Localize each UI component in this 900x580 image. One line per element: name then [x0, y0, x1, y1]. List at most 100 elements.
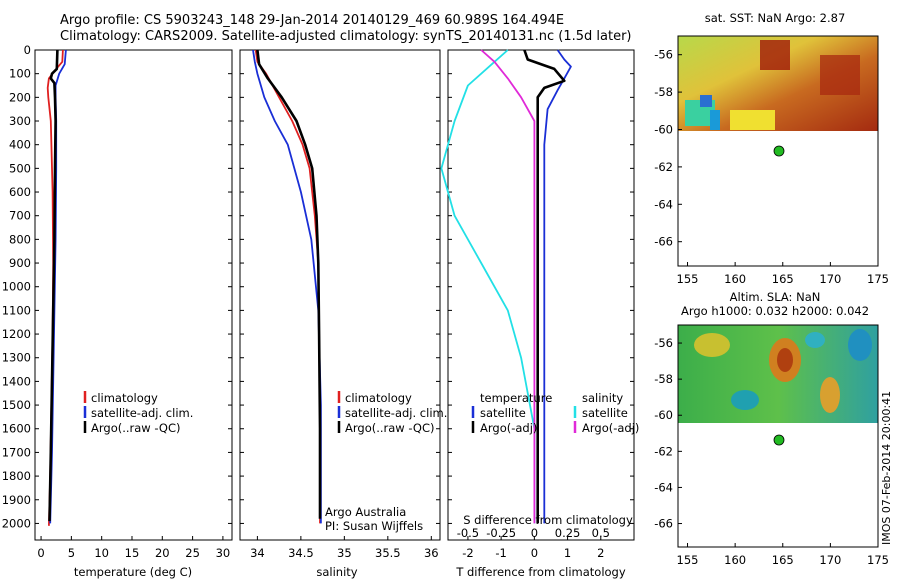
- y-tick-label: -58: [654, 372, 673, 386]
- x-tick-label: 160: [724, 553, 746, 567]
- x-tick-label: 0: [531, 546, 538, 560]
- y-tick-label: 1100: [2, 303, 31, 317]
- difference-legend: temperature satellite Argo(-adj) salinit…: [471, 391, 639, 435]
- y-tick-label: 1200: [2, 327, 31, 341]
- sla-map-subtitle: Argo h1000: 0.032 h2000: 0.042: [681, 304, 869, 318]
- legend-label-climatology: climatology: [345, 391, 412, 405]
- temperature-plot: 0100200300400500600700800900100011001200…: [2, 43, 232, 560]
- series-line-argo: [256, 49, 322, 519]
- sla-map: [677, 324, 879, 548]
- y-tick-label: 1300: [2, 351, 31, 365]
- sla-high-anomaly: [694, 333, 730, 357]
- sst-patch-mid: [730, 110, 775, 130]
- x-tick-label: 20: [155, 546, 170, 560]
- sla-high-core: [777, 348, 793, 372]
- x-tick-label: 175: [867, 553, 889, 567]
- x-top-tick-label: 0.5: [592, 526, 610, 540]
- temperature-xlabel: temperature (deg C): [74, 565, 192, 579]
- temperature-legend: climatology satellite-adj. clim. Argo(..…: [83, 391, 193, 435]
- temperature-axes-frame: [34, 49, 233, 541]
- x-tick-label: 35: [337, 546, 352, 560]
- sla-low-anomaly: [805, 332, 825, 348]
- x-tick-label: 160: [724, 272, 746, 286]
- y-tick-label: 200: [9, 90, 31, 104]
- x-tick-label: 175: [867, 272, 889, 286]
- difference-axes-frame: [447, 49, 635, 541]
- sst-map: [677, 35, 879, 267]
- series-line-s_satellite: [440, 49, 536, 524]
- y-tick-label: 800: [9, 232, 31, 246]
- sst-patch-warm: [760, 40, 790, 70]
- salinity-annotation-pi: PI: Susan Wijffels: [325, 519, 423, 533]
- y-tick-label: -64: [654, 197, 673, 211]
- x-tick-label: 155: [677, 272, 699, 286]
- sla-low-anomaly: [731, 390, 759, 410]
- salinity-xlabel: salinity: [316, 565, 357, 579]
- x-tick-label: -2: [462, 546, 473, 560]
- y-tick-label: -56: [654, 336, 673, 350]
- series-line-satellite: [252, 49, 322, 524]
- y-tick-label: 1600: [2, 422, 31, 436]
- y-tick-label: 500: [9, 161, 31, 175]
- x-tick-label: 25: [185, 546, 200, 560]
- x-tick-label: 10: [94, 546, 109, 560]
- x-tick-label: 34.5: [288, 546, 314, 560]
- header-line-1: Argo profile: CS 5903243_148 29-Jan-2014…: [60, 13, 564, 28]
- legend-label-t-satellite: satellite: [480, 406, 526, 420]
- legend-label-satellite: satellite-adj. clim.: [345, 406, 447, 420]
- legend-label-s-satellite: satellite: [582, 406, 628, 420]
- y-tick-label: 1000: [2, 280, 31, 294]
- sla-map-title: Altim. SLA: NaN: [730, 290, 821, 304]
- sla-map-ticks: 155 160 165 170 175 -56 -58 -60 -62 -64 -66: [654, 336, 889, 567]
- x-tick-label: 170: [819, 553, 841, 567]
- legend-label-argo: Argo(..raw -QC): [91, 421, 181, 435]
- x-tick-label: 165: [772, 272, 794, 286]
- y-tick-label: -60: [654, 122, 673, 136]
- sla-map-frame: [677, 324, 879, 548]
- x-tick-label: 2: [597, 546, 604, 560]
- x-tick-label: 5: [68, 546, 75, 560]
- y-tick-label: 0: [24, 43, 31, 57]
- legend-title-temperature: temperature: [480, 391, 552, 405]
- x-tick-label: 35.5: [375, 546, 401, 560]
- y-tick-label: 1400: [2, 374, 31, 388]
- y-tick-label: -60: [654, 408, 673, 422]
- difference-plot: -2 -1 0 1 2 -0.5 -0.25 0 0.25 0.5: [440, 49, 634, 560]
- header-line-2: Climatology: CARS2009. Satellite-adjuste…: [60, 29, 632, 44]
- x-top-tick-label: 0.25: [555, 526, 581, 540]
- x-tick-label: 36: [424, 546, 439, 560]
- y-tick-label: -66: [654, 235, 673, 249]
- legend-label-s-argo: Argo(-adj): [582, 421, 639, 435]
- y-tick-label: 100: [9, 67, 31, 81]
- legend-label-t-argo: Argo(-adj): [480, 421, 537, 435]
- x-tick-label: 170: [819, 272, 841, 286]
- y-tick-label: 2000: [2, 516, 31, 530]
- series-line-satellite: [543, 49, 572, 524]
- y-tick-label: 1500: [2, 398, 31, 412]
- y-tick-label: 1900: [2, 493, 31, 507]
- y-tick-label: 900: [9, 256, 31, 270]
- sla-high-anomaly: [820, 377, 840, 413]
- y-tick-label: -56: [654, 48, 673, 62]
- y-tick-label: 300: [9, 114, 31, 128]
- salinity-annotation-institution: Argo Australia: [325, 505, 406, 519]
- y-tick-label: -66: [654, 517, 673, 531]
- x-top-tick-label: -0.5: [457, 526, 479, 540]
- sst-patch-warm: [820, 55, 860, 95]
- legend-title-salinity: salinity: [582, 391, 623, 405]
- x-tick-label: 30: [216, 546, 231, 560]
- legend-label-climatology: climatology: [91, 391, 158, 405]
- x-tick-label: 34: [250, 546, 265, 560]
- difference-top-label: S difference from climatology: [463, 513, 633, 527]
- series-line-s_argo: [480, 49, 536, 524]
- x-tick-label: 155: [677, 553, 699, 567]
- y-tick-label: 1700: [2, 445, 31, 459]
- x-tick-label: -1: [495, 546, 506, 560]
- sst-float-marker: [773, 145, 785, 157]
- sst-map-title: sat. SST: NaN Argo: 2.87: [705, 11, 846, 25]
- y-tick-label: 400: [9, 138, 31, 152]
- x-tick-label: 15: [125, 546, 140, 560]
- y-tick-label: -62: [654, 444, 673, 458]
- series-line-argo: [523, 49, 566, 524]
- x-tick-label: 165: [772, 553, 794, 567]
